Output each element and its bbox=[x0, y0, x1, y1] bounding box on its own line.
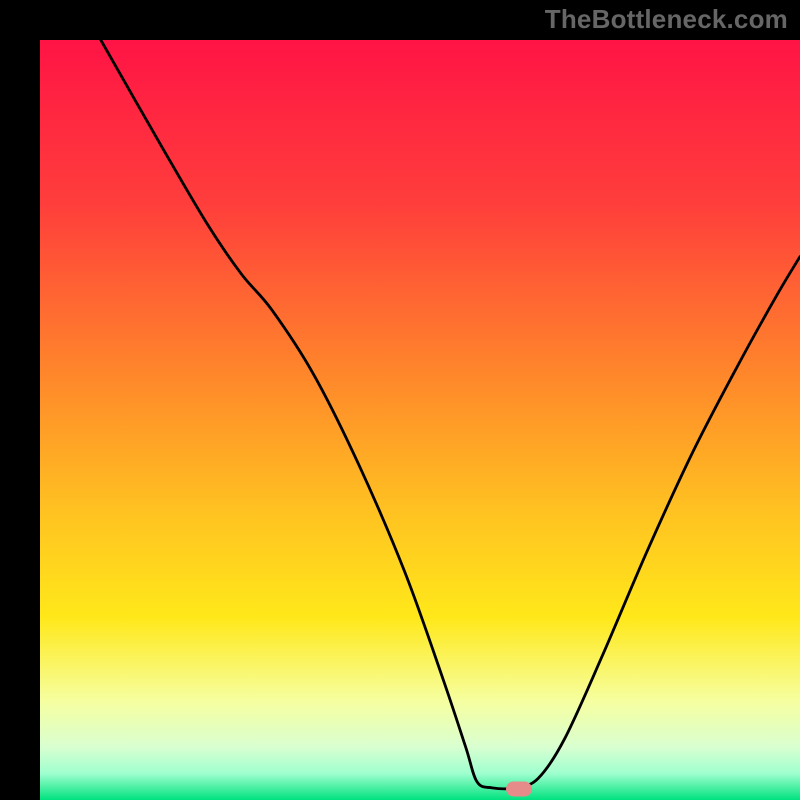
gradient-rect bbox=[40, 40, 800, 800]
bottleneck-chart bbox=[40, 40, 800, 800]
minimum-marker bbox=[506, 782, 532, 797]
watermark-text: TheBottleneck.com bbox=[545, 4, 788, 35]
chart-frame: TheBottleneck.com bbox=[0, 0, 800, 800]
